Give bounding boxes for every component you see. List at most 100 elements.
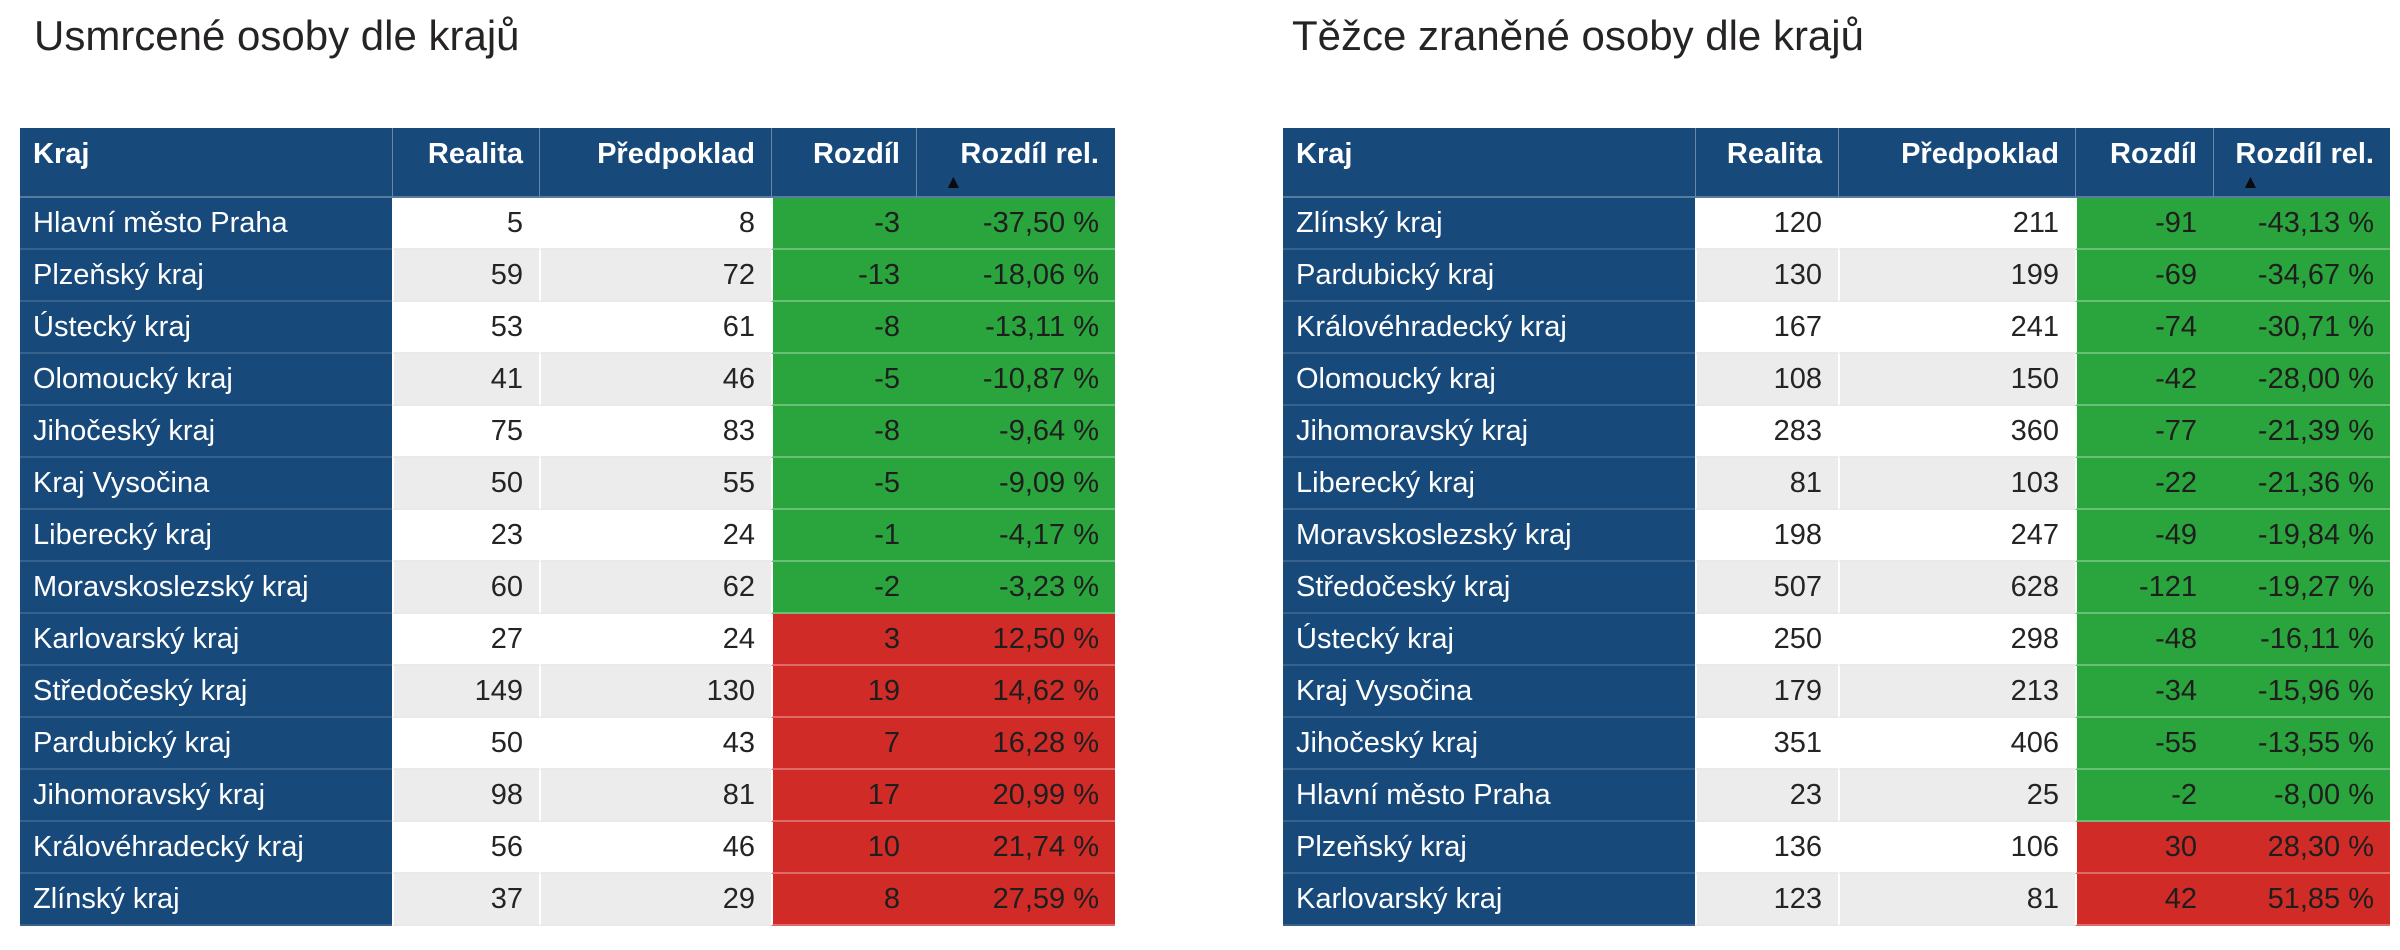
- table-row[interactable]: Moravskoslezský kraj 198 247 -49 -19,84 %: [1283, 510, 2390, 562]
- rozdil-cell[interactable]: -121: [2075, 562, 2213, 614]
- rozdil-rel-cell[interactable]: 12,50 %: [916, 614, 1115, 666]
- realita-cell[interactable]: 130: [1695, 250, 1838, 302]
- rozdil-cell[interactable]: -2: [2075, 770, 2213, 822]
- rozdil-rel-cell[interactable]: 16,28 %: [916, 718, 1115, 770]
- predpoklad-cell[interactable]: 106: [1838, 822, 2075, 874]
- kraj-cell[interactable]: Moravskoslezský kraj: [1283, 510, 1695, 562]
- kraj-cell[interactable]: Středočeský kraj: [1283, 562, 1695, 614]
- rozdil-rel-cell[interactable]: -28,00 %: [2213, 354, 2390, 406]
- rozdil-cell[interactable]: 3: [771, 614, 916, 666]
- predpoklad-cell[interactable]: 46: [539, 354, 771, 406]
- rozdil-cell[interactable]: -8: [771, 302, 916, 354]
- kraj-cell[interactable]: Hlavní město Praha: [1283, 770, 1695, 822]
- rozdil-rel-cell[interactable]: -3,23 %: [916, 562, 1115, 614]
- table-row[interactable]: Plzeňský kraj 136 106 30 28,30 %: [1283, 822, 2390, 874]
- realita-cell[interactable]: 50: [392, 718, 539, 770]
- realita-cell[interactable]: 37: [392, 874, 539, 926]
- realita-cell[interactable]: 179: [1695, 666, 1838, 718]
- table-row[interactable]: Jihomoravský kraj 283 360 -77 -21,39 %: [1283, 406, 2390, 458]
- realita-cell[interactable]: 5: [392, 198, 539, 250]
- kraj-cell[interactable]: Jihomoravský kraj: [20, 770, 392, 822]
- rozdil-rel-cell[interactable]: -19,84 %: [2213, 510, 2390, 562]
- kraj-cell[interactable]: Liberecký kraj: [20, 510, 392, 562]
- rozdil-cell[interactable]: -3: [771, 198, 916, 250]
- rozdil-rel-cell[interactable]: -13,11 %: [916, 302, 1115, 354]
- kraj-cell[interactable]: Středočeský kraj: [20, 666, 392, 718]
- kraj-cell[interactable]: Olomoucký kraj: [20, 354, 392, 406]
- realita-cell[interactable]: 120: [1695, 198, 1838, 250]
- table-row[interactable]: Jihočeský kraj 75 83 -8 -9,64 %: [20, 406, 1115, 458]
- rozdil-rel-cell[interactable]: -9,09 %: [916, 458, 1115, 510]
- predpoklad-cell[interactable]: 247: [1838, 510, 2075, 562]
- kraj-cell[interactable]: Olomoucký kraj: [1283, 354, 1695, 406]
- rozdil-cell[interactable]: -77: [2075, 406, 2213, 458]
- rozdil-cell[interactable]: 42: [2075, 874, 2213, 926]
- table-row[interactable]: Ústecký kraj 250 298 -48 -16,11 %: [1283, 614, 2390, 666]
- rozdil-rel-cell[interactable]: -21,39 %: [2213, 406, 2390, 458]
- table-row[interactable]: Ústecký kraj 53 61 -8 -13,11 %: [20, 302, 1115, 354]
- rozdil-cell[interactable]: 19: [771, 666, 916, 718]
- kraj-cell[interactable]: Hlavní město Praha: [20, 198, 392, 250]
- column-header-predpoklad[interactable]: Předpoklad: [539, 128, 771, 198]
- table-row[interactable]: Karlovarský kraj 123 81 42 51,85 %: [1283, 874, 2390, 926]
- table-row[interactable]: Zlínský kraj 37 29 8 27,59 %: [20, 874, 1115, 926]
- table-row[interactable]: Středočeský kraj 149 130 19 14,62 %: [20, 666, 1115, 718]
- rozdil-rel-cell[interactable]: -8,00 %: [2213, 770, 2390, 822]
- rozdil-cell[interactable]: 17: [771, 770, 916, 822]
- predpoklad-cell[interactable]: 72: [539, 250, 771, 302]
- rozdil-cell[interactable]: 30: [2075, 822, 2213, 874]
- rozdil-rel-cell[interactable]: 21,74 %: [916, 822, 1115, 874]
- predpoklad-cell[interactable]: 150: [1838, 354, 2075, 406]
- rozdil-cell[interactable]: -1: [771, 510, 916, 562]
- table-row[interactable]: Karlovarský kraj 27 24 3 12,50 %: [20, 614, 1115, 666]
- rozdil-cell[interactable]: -5: [771, 458, 916, 510]
- realita-cell[interactable]: 167: [1695, 302, 1838, 354]
- realita-cell[interactable]: 123: [1695, 874, 1838, 926]
- kraj-cell[interactable]: Jihomoravský kraj: [1283, 406, 1695, 458]
- realita-cell[interactable]: 23: [392, 510, 539, 562]
- rozdil-cell[interactable]: -91: [2075, 198, 2213, 250]
- column-header-kraj[interactable]: Kraj: [20, 128, 392, 198]
- predpoklad-cell[interactable]: 24: [539, 614, 771, 666]
- table-row[interactable]: Jihomoravský kraj 98 81 17 20,99 %: [20, 770, 1115, 822]
- table-row[interactable]: Kraj Vysočina 179 213 -34 -15,96 %: [1283, 666, 2390, 718]
- realita-cell[interactable]: 108: [1695, 354, 1838, 406]
- rozdil-cell[interactable]: 8: [771, 874, 916, 926]
- table-row[interactable]: Moravskoslezský kraj 60 62 -2 -3,23 %: [20, 562, 1115, 614]
- predpoklad-cell[interactable]: 130: [539, 666, 771, 718]
- kraj-cell[interactable]: Pardubický kraj: [1283, 250, 1695, 302]
- rozdil-cell[interactable]: -34: [2075, 666, 2213, 718]
- kraj-cell[interactable]: Karlovarský kraj: [1283, 874, 1695, 926]
- table-row[interactable]: Pardubický kraj 130 199 -69 -34,67 %: [1283, 250, 2390, 302]
- realita-cell[interactable]: 27: [392, 614, 539, 666]
- predpoklad-cell[interactable]: 103: [1838, 458, 2075, 510]
- predpoklad-cell[interactable]: 360: [1838, 406, 2075, 458]
- rozdil-rel-cell[interactable]: -21,36 %: [2213, 458, 2390, 510]
- table-row[interactable]: Jihočeský kraj 351 406 -55 -13,55 %: [1283, 718, 2390, 770]
- predpoklad-cell[interactable]: 81: [539, 770, 771, 822]
- kraj-cell[interactable]: Plzeňský kraj: [20, 250, 392, 302]
- predpoklad-cell[interactable]: 43: [539, 718, 771, 770]
- rozdil-cell[interactable]: -49: [2075, 510, 2213, 562]
- rozdil-rel-cell[interactable]: -9,64 %: [916, 406, 1115, 458]
- kraj-cell[interactable]: Královéhradecký kraj: [1283, 302, 1695, 354]
- predpoklad-cell[interactable]: 62: [539, 562, 771, 614]
- realita-cell[interactable]: 507: [1695, 562, 1838, 614]
- rozdil-cell[interactable]: -69: [2075, 250, 2213, 302]
- rozdil-rel-cell[interactable]: -37,50 %: [916, 198, 1115, 250]
- column-header-rozdil[interactable]: Rozdíl: [771, 128, 916, 198]
- predpoklad-cell[interactable]: 241: [1838, 302, 2075, 354]
- kraj-cell[interactable]: Jihočeský kraj: [20, 406, 392, 458]
- realita-cell[interactable]: 98: [392, 770, 539, 822]
- rozdil-rel-cell[interactable]: -43,13 %: [2213, 198, 2390, 250]
- predpoklad-cell[interactable]: 628: [1838, 562, 2075, 614]
- rozdil-rel-cell[interactable]: 20,99 %: [916, 770, 1115, 822]
- table-row[interactable]: Liberecký kraj 23 24 -1 -4,17 %: [20, 510, 1115, 562]
- realita-cell[interactable]: 149: [392, 666, 539, 718]
- column-header-realita[interactable]: Realita: [1695, 128, 1838, 198]
- rozdil-rel-cell[interactable]: -13,55 %: [2213, 718, 2390, 770]
- kraj-cell[interactable]: Karlovarský kraj: [20, 614, 392, 666]
- predpoklad-cell[interactable]: 61: [539, 302, 771, 354]
- predpoklad-cell[interactable]: 25: [1838, 770, 2075, 822]
- realita-cell[interactable]: 56: [392, 822, 539, 874]
